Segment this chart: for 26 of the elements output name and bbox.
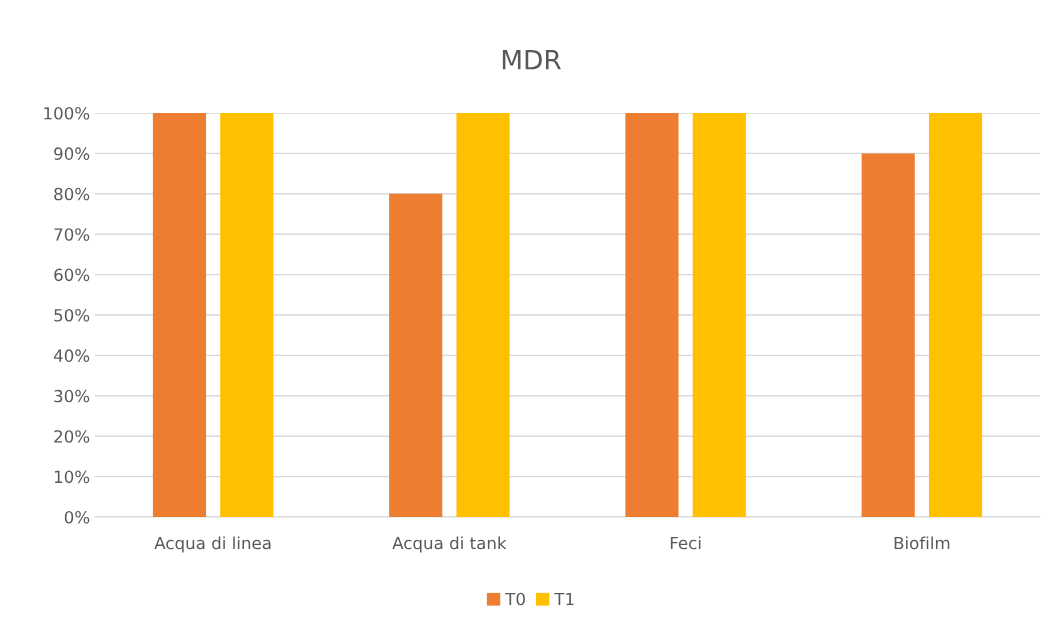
bar	[152, 113, 207, 517]
y-tick-label: 90%	[54, 147, 90, 160]
x-tick-label: Biofilm	[894, 536, 950, 550]
x-tick-label: Feci	[670, 536, 701, 550]
legend-label: T1	[554, 592, 574, 606]
y-tick-label: 80%	[54, 187, 90, 201]
bar	[928, 113, 983, 517]
bar	[625, 113, 679, 517]
x-tick-label: Acqua di tank	[392, 536, 507, 553]
legend-label: T0	[505, 592, 525, 606]
bar	[389, 193, 443, 517]
bar	[692, 113, 746, 517]
y-tick-label: 60%	[54, 268, 90, 282]
y-tick-label: 30%	[54, 389, 90, 403]
y-tick-label: 100%	[44, 106, 90, 120]
y-tick-label: 10%	[54, 470, 90, 484]
bar	[456, 113, 510, 517]
y-tick-label: 20%	[54, 430, 90, 443]
bar	[861, 153, 915, 517]
y-tick-label: 0%	[64, 510, 90, 524]
y-tick-label: 70%	[54, 228, 90, 241]
chart-title: MDR	[502, 50, 561, 70]
x-tick-label: Acqua di linea	[154, 536, 271, 553]
bar	[220, 113, 274, 517]
y-tick-label: 40%	[53, 349, 90, 362]
y-tick-label: 50%	[54, 308, 90, 322]
